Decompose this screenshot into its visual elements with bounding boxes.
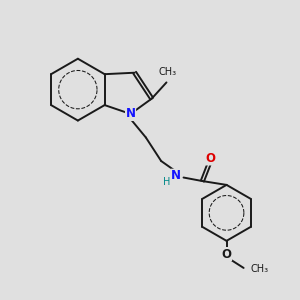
Text: CH₃: CH₃ [159,67,177,77]
Text: O: O [206,152,216,165]
Text: H: H [163,177,170,187]
Text: CH₃: CH₃ [250,264,268,274]
Text: N: N [125,107,136,120]
Text: O: O [221,248,232,261]
Text: N: N [171,169,181,182]
